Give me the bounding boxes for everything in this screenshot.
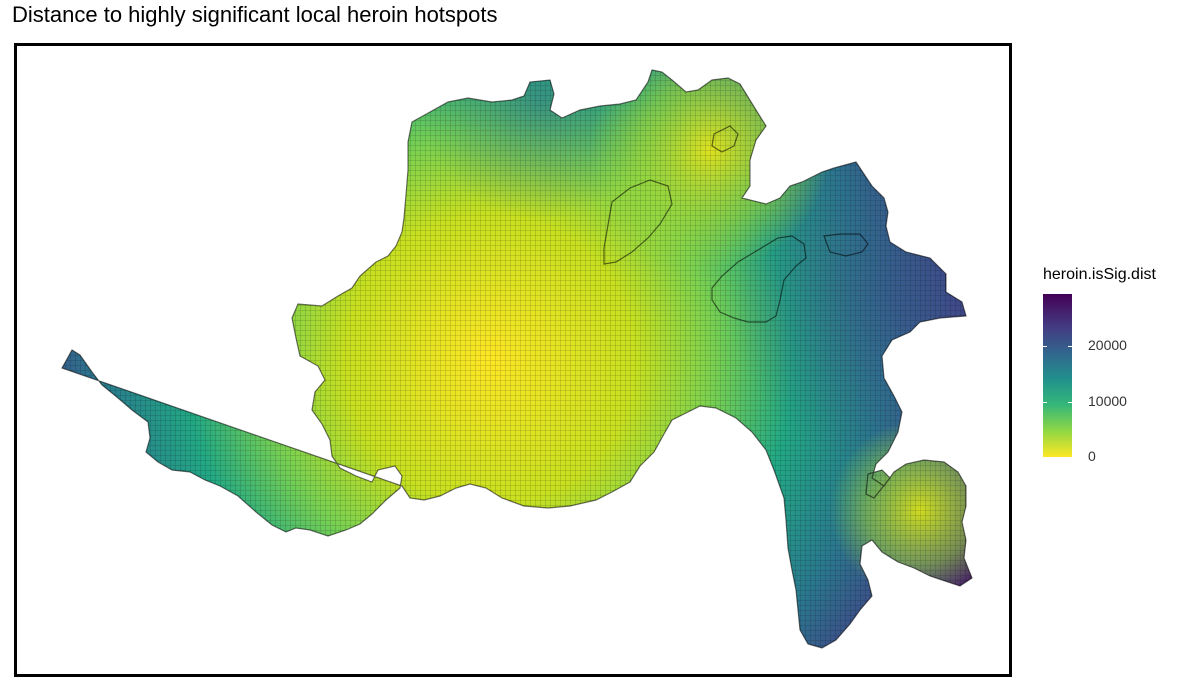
legend-tick-mark-0 — [1043, 457, 1047, 458]
legend-tick-mark-0-right — [1068, 457, 1072, 458]
legend-tick-mark-10000-right — [1068, 402, 1072, 403]
map-svg — [61, 69, 973, 649]
legend-tick-mark-20000-right — [1068, 346, 1072, 347]
legend: heroin.isSig.dist 0 10000 20000 — [1036, 266, 1196, 466]
map-panel — [14, 43, 1012, 677]
plot-title: Distance to highly significant local her… — [12, 2, 498, 27]
legend-tick-mark-10000 — [1043, 402, 1047, 403]
legend-colorbar — [1043, 294, 1072, 457]
city-outline — [61, 69, 973, 649]
city-grid — [62, 70, 972, 648]
legend-tick-label-10000: 10000 — [1088, 392, 1127, 409]
legend-tick-label-0: 0 — [1088, 448, 1096, 464]
legend-title: heroin.isSig.dist — [1043, 266, 1156, 283]
legend-tick-mark-20000 — [1043, 346, 1047, 347]
legend-tick-label-20000: 20000 — [1088, 337, 1127, 354]
